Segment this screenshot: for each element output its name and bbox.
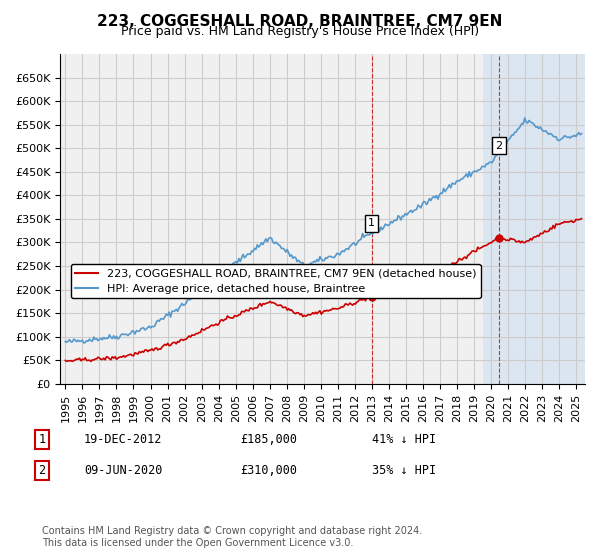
223, COGGESHALL ROAD, BRAINTREE, CM7 9EN (detached house): [69, 358, 76, 365]
Bar: [483, 54, 600, 384]
HPI: Average price, detached house, Braintree: (2e+03, 9.13e+04): Average price, detached house, Braintree…: [83, 337, 90, 344]
Text: 2: 2: [495, 141, 502, 151]
HPI: Average price, detached house, Braintree: (2e+03, 9.06e+04): Average price, detached house, Braintree…: [65, 338, 72, 344]
HPI: Average price, detached house, Braintree: (2e+03, 8.66e+04): Average price, detached house, Braintree…: [80, 339, 88, 346]
HPI: Average price, detached house, Braintree: (2e+03, 1.06e+05): Average price, detached house, Braintree…: [131, 330, 139, 337]
Text: 35% ↓ HPI: 35% ↓ HPI: [372, 464, 436, 477]
Line: HPI: Average price, detached house, Braintree: HPI: Average price, detached house, Brai…: [65, 118, 581, 343]
HPI: Average price, detached house, Braintree: (2e+03, 8.9e+04): Average price, detached house, Braintree…: [69, 338, 76, 345]
Text: 1: 1: [368, 218, 375, 228]
223, COGGESHALL ROAD, BRAINTREE, CM7 9EN (detached house): [131, 349, 139, 356]
Text: £310,000: £310,000: [240, 464, 297, 477]
Line: 223, COGGESHALL ROAD, BRAINTREE, CM7 9EN (detached house): 223, COGGESHALL ROAD, BRAINTREE, CM7 9EN…: [65, 218, 581, 361]
Text: £185,000: £185,000: [240, 433, 297, 446]
Legend: 223, COGGESHALL ROAD, BRAINTREE, CM7 9EN (detached house), HPI: Average price, d: 223, COGGESHALL ROAD, BRAINTREE, CM7 9EN…: [71, 264, 481, 298]
223, COGGESHALL ROAD, BRAINTREE, CM7 9EN (detached house): [426, 273, 433, 279]
Text: Contains HM Land Registry data © Crown copyright and database right 2024.
This d: Contains HM Land Registry data © Crown c…: [42, 526, 422, 548]
HPI: Average price, detached house, Braintree: (2.03e+03, 5.31e+05): Average price, detached house, Braintree…: [578, 130, 585, 137]
HPI: Average price, detached house, Braintree: (2.02e+03, 3.93e+05): Average price, detached house, Braintree…: [426, 195, 433, 202]
Text: 09-JUN-2020: 09-JUN-2020: [84, 464, 163, 477]
223, COGGESHALL ROAD, BRAINTREE, CM7 9EN (detached house): [65, 357, 72, 364]
223, COGGESHALL ROAD, BRAINTREE, CM7 9EN (detached house): [578, 215, 585, 222]
223, COGGESHALL ROAD, BRAINTREE, CM7 9EN (detached house): [88, 358, 95, 365]
223, COGGESHALL ROAD, BRAINTREE, CM7 9EN (detached house): [62, 357, 69, 364]
Text: 1: 1: [38, 433, 46, 446]
Text: Price paid vs. HM Land Registry's House Price Index (HPI): Price paid vs. HM Land Registry's House …: [121, 25, 479, 38]
Text: 19-DEC-2012: 19-DEC-2012: [84, 433, 163, 446]
HPI: Average price, detached house, Braintree: (2.02e+03, 5.65e+05): Average price, detached house, Braintree…: [521, 115, 529, 122]
HPI: Average price, detached house, Braintree: (2e+03, 1.92e+05): Average price, detached house, Braintree…: [194, 290, 201, 297]
Text: 41% ↓ HPI: 41% ↓ HPI: [372, 433, 436, 446]
223, COGGESHALL ROAD, BRAINTREE, CM7 9EN (detached house): [194, 330, 201, 337]
Text: 223, COGGESHALL ROAD, BRAINTREE, CM7 9EN: 223, COGGESHALL ROAD, BRAINTREE, CM7 9EN: [97, 14, 503, 29]
Text: 2: 2: [38, 464, 46, 477]
223, COGGESHALL ROAD, BRAINTREE, CM7 9EN (detached house): [82, 354, 89, 361]
HPI: Average price, detached house, Braintree: (2e+03, 8.95e+04): Average price, detached house, Braintree…: [62, 338, 69, 345]
